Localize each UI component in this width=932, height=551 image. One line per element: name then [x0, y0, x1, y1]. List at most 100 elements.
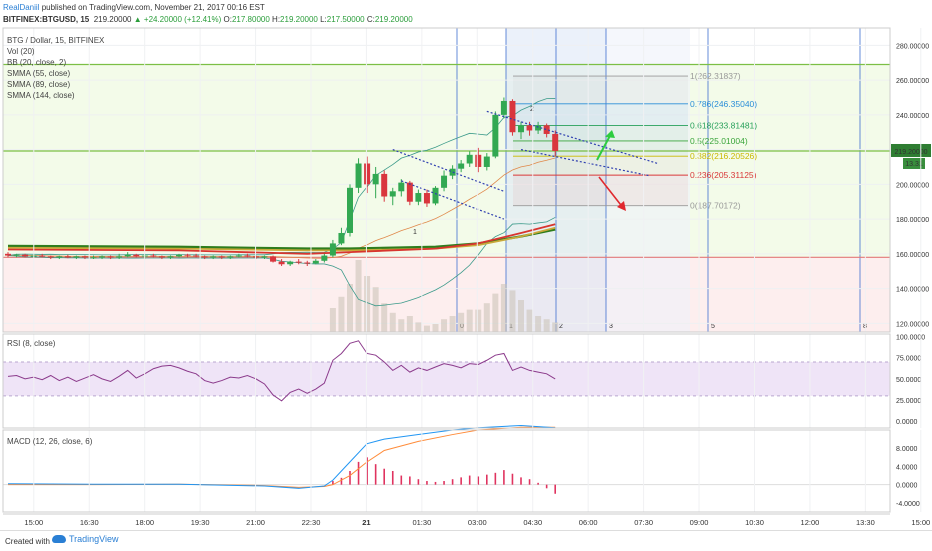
y-tick-label: 140.00000	[896, 287, 929, 294]
macd-histogram-bar	[468, 475, 471, 485]
candle-body	[347, 187, 353, 233]
brand-name: TradingView	[69, 534, 119, 544]
price-pane[interactable]: 012358280.00000260.00000240.00000220.000…	[2, 27, 931, 333]
open-label: O:	[223, 15, 232, 24]
candle-body	[235, 255, 242, 257]
fib-zone	[513, 76, 688, 104]
candle-body	[5, 253, 11, 256]
countdown-badge	[903, 157, 925, 169]
macd-histogram-bar	[451, 479, 454, 485]
x-tick-label: 21	[362, 518, 370, 527]
indicator-label: SMMA (55, close)	[7, 69, 70, 78]
macd-histogram-bar	[383, 468, 385, 485]
candle-body	[406, 182, 413, 202]
tradingview-logo[interactable]: TradingView	[52, 534, 119, 544]
macd-histogram-bar	[554, 484, 556, 494]
indicator-label: BB (20, close, 2)	[7, 58, 66, 67]
pane-title: BTG / Dollar, 15, BITFINEX	[7, 36, 105, 45]
macd-title: MACD (12, 26, close, 6)	[7, 437, 93, 446]
candle-body	[150, 255, 157, 257]
candle-body	[535, 125, 542, 131]
x-tick-label: 09:00	[690, 518, 709, 527]
candle-body	[56, 256, 63, 258]
candle-body	[552, 133, 559, 151]
x-tick-label: 07:30	[634, 518, 653, 527]
y-tick-label: 240.00000	[896, 113, 929, 120]
candle-body	[124, 254, 131, 257]
x-tick-label: 18:00	[135, 518, 154, 527]
candle-body	[372, 173, 379, 185]
y-tick-label: 200.00000	[896, 182, 929, 189]
x-tick-label: 06:00	[579, 518, 598, 527]
wedge-2-lower	[520, 149, 650, 177]
countdown-text: 13.31	[905, 161, 923, 168]
candle-body	[449, 168, 456, 176]
low-value: 217.50000	[326, 15, 365, 24]
macd-histogram-bar	[400, 475, 403, 485]
candle-body	[22, 254, 29, 257]
x-tick-label: 03:00	[468, 518, 487, 527]
volume-bar	[389, 312, 396, 332]
chart-canvas[interactable]: 012358280.00000260.00000240.00000220.000…	[0, 26, 932, 530]
macd-histogram-bar	[417, 479, 420, 485]
candle-body	[381, 173, 388, 197]
cloud-icon	[52, 535, 66, 543]
macd-pane[interactable]: 8.0000 4.0000 0.0000 -4.0000	[2, 424, 920, 513]
x-tick-label: 21:00	[246, 518, 265, 527]
header-line-2: BITFINEX:BTGUSD, 15 219.20000 ▲ +24.2000…	[3, 15, 413, 24]
candle-body	[210, 256, 217, 258]
candle-body	[423, 193, 430, 204]
x-tick-label: 12:00	[801, 518, 820, 527]
x-tick-label: 16:30	[80, 518, 99, 527]
author-link[interactable]: RealDaniil	[3, 3, 40, 12]
open-value: 217.80000	[231, 15, 270, 24]
candle-body	[81, 256, 88, 258]
rsi-band	[3, 361, 890, 396]
macd-histogram-bar	[503, 470, 505, 485]
header-line-1: RealDaniil published on TradingView.com,…	[3, 3, 265, 12]
candle-body	[415, 193, 422, 202]
candle-body	[261, 256, 268, 258]
time-axis[interactable]: 15:00 16:30 18:00 19:30 21:00 22:30 21 01:30 03:…	[2, 27, 932, 527]
volume-bar	[347, 284, 353, 332]
candle-body	[99, 256, 106, 258]
rsi-pane[interactable]: 100.0000 75.0000 50.0000 25.0000 0.0000	[2, 333, 925, 429]
volume-bar	[500, 284, 507, 332]
indicator-label: Vol (20)	[7, 47, 35, 56]
x-tick-label: 04:30	[523, 518, 542, 527]
fib-level-label: 0.786(246.35040)	[690, 99, 757, 109]
macd-histogram-bar	[528, 479, 531, 485]
volume-bar	[398, 319, 405, 332]
volume-bar	[381, 303, 388, 332]
bearish-arrowhead	[617, 201, 626, 211]
candle-body	[227, 256, 234, 258]
fib-level-label: 1(262.31837)	[690, 71, 741, 81]
candle-body	[167, 256, 174, 258]
x-tick-label: 22:30	[302, 518, 321, 527]
high-value: 219.20000	[280, 15, 318, 24]
change-value: ▲ +24.20000 (+12.41%)	[133, 15, 222, 24]
candle-body	[321, 255, 328, 261]
bullish-arrowhead	[605, 130, 615, 138]
macd-histogram-bar	[357, 461, 360, 485]
indicator-label: SMMA (144, close)	[7, 91, 75, 100]
candle-body	[364, 163, 371, 185]
pane-border	[2, 429, 891, 513]
pane-frame	[2, 429, 891, 513]
y-tick-label: 180.00000	[896, 217, 929, 224]
candle-body	[304, 262, 311, 264]
candle-body	[39, 255, 46, 257]
volume-bar	[535, 316, 542, 332]
candle-body	[107, 256, 114, 258]
close-label: C:	[366, 15, 375, 24]
fib-time-label: 5	[711, 323, 715, 330]
macd-histogram-bar	[537, 482, 539, 485]
pane-border	[2, 27, 891, 333]
candle-body	[13, 254, 20, 256]
candle-body	[193, 255, 200, 257]
volume-bar	[483, 303, 490, 332]
candle-body	[73, 256, 80, 258]
volume-bar	[338, 296, 345, 332]
y-tick-label: 120.00000	[896, 321, 929, 328]
fib-level-label: 0.236(205.31125)	[690, 170, 757, 180]
